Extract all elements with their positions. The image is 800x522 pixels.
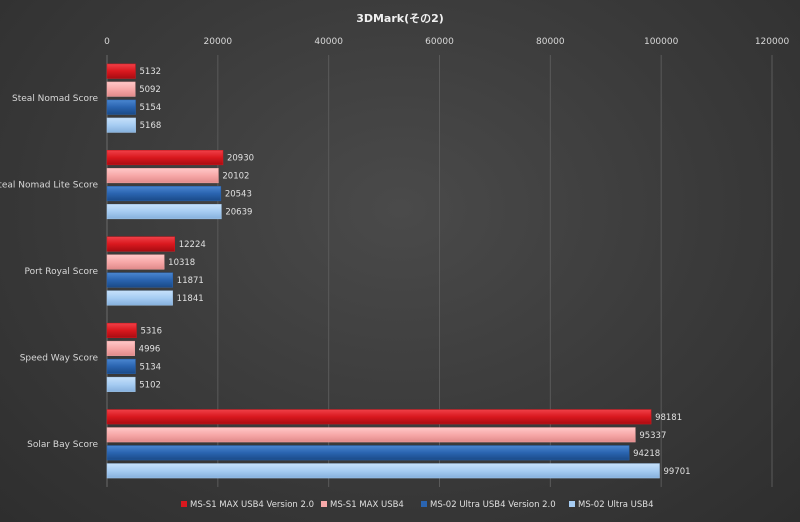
bar-3-1: [106, 99, 136, 115]
data-label: 94218: [633, 449, 660, 459]
legend-swatch: [181, 501, 187, 507]
category-label: Solar Bay Score: [27, 440, 98, 450]
category-label: Port Royal Score: [25, 267, 99, 277]
bar-3-3: [106, 272, 174, 288]
bar-2-5: [106, 427, 636, 443]
data-label: 5168: [140, 121, 162, 131]
bar-2-4: [106, 340, 135, 356]
data-label: 5134: [139, 362, 161, 372]
data-label: 20639: [225, 208, 252, 218]
bar-4-2: [106, 204, 222, 220]
legend-swatch: [321, 501, 327, 507]
data-label: 20930: [227, 154, 254, 164]
data-label: 20543: [225, 190, 252, 200]
category-label: Speed Way Score: [20, 353, 99, 363]
data-label: 12224: [179, 240, 206, 250]
legend-swatch: [421, 501, 427, 507]
x-tick-label: 120000: [755, 37, 790, 47]
bar-4-5: [106, 463, 660, 479]
data-label: 99701: [664, 467, 691, 477]
x-tick-label: 40000: [314, 37, 343, 47]
bar-3-2: [106, 186, 222, 202]
bar-2-3: [106, 254, 165, 270]
bar-2-1: [106, 81, 136, 97]
bar-1-1: [106, 63, 136, 79]
bar-4-4: [106, 376, 136, 392]
bar-3-5: [106, 445, 630, 461]
bar-2-2: [106, 168, 219, 184]
data-label: 10318: [168, 258, 195, 268]
data-label: 5092: [139, 85, 161, 95]
data-label: 11841: [177, 294, 204, 304]
bar-3-4: [106, 358, 136, 374]
bar-1-3: [106, 236, 175, 252]
bar-4-1: [106, 117, 136, 133]
x-tick-label: 80000: [536, 37, 565, 47]
chart-title: 3DMark(その2): [356, 12, 444, 25]
data-label: 5132: [139, 67, 161, 77]
legend-label: MS-02 Ultra USB4: [578, 500, 654, 510]
data-label: 5316: [140, 326, 162, 336]
x-tick-label: 20000: [204, 37, 233, 47]
bar-4-3: [106, 290, 173, 306]
x-tick-label: 100000: [644, 37, 679, 47]
legend-label: MS-02 Ultra USB4 Version 2.0: [430, 500, 556, 510]
legend-label: MS-S1 MAX USB4: [330, 500, 404, 510]
data-label: 4996: [139, 344, 161, 354]
data-label: 5102: [139, 380, 161, 390]
data-label: 5154: [140, 103, 162, 113]
legend-label: MS-S1 MAX USB4 Version 2.0: [190, 500, 314, 510]
x-tick-label: 60000: [425, 37, 454, 47]
data-label: 98181: [655, 413, 682, 423]
bar-1-2: [106, 150, 224, 166]
data-label: 20102: [222, 172, 249, 182]
x-tick-label: 0: [104, 37, 110, 47]
category-label: Steal Nomad Lite Score: [0, 181, 98, 191]
data-label: 95337: [639, 431, 666, 441]
legend-swatch: [569, 501, 575, 507]
bar-1-5: [106, 409, 652, 425]
category-label: Steal Nomad Score: [12, 94, 98, 104]
bar-1-4: [106, 322, 137, 338]
data-label: 11871: [177, 276, 204, 286]
